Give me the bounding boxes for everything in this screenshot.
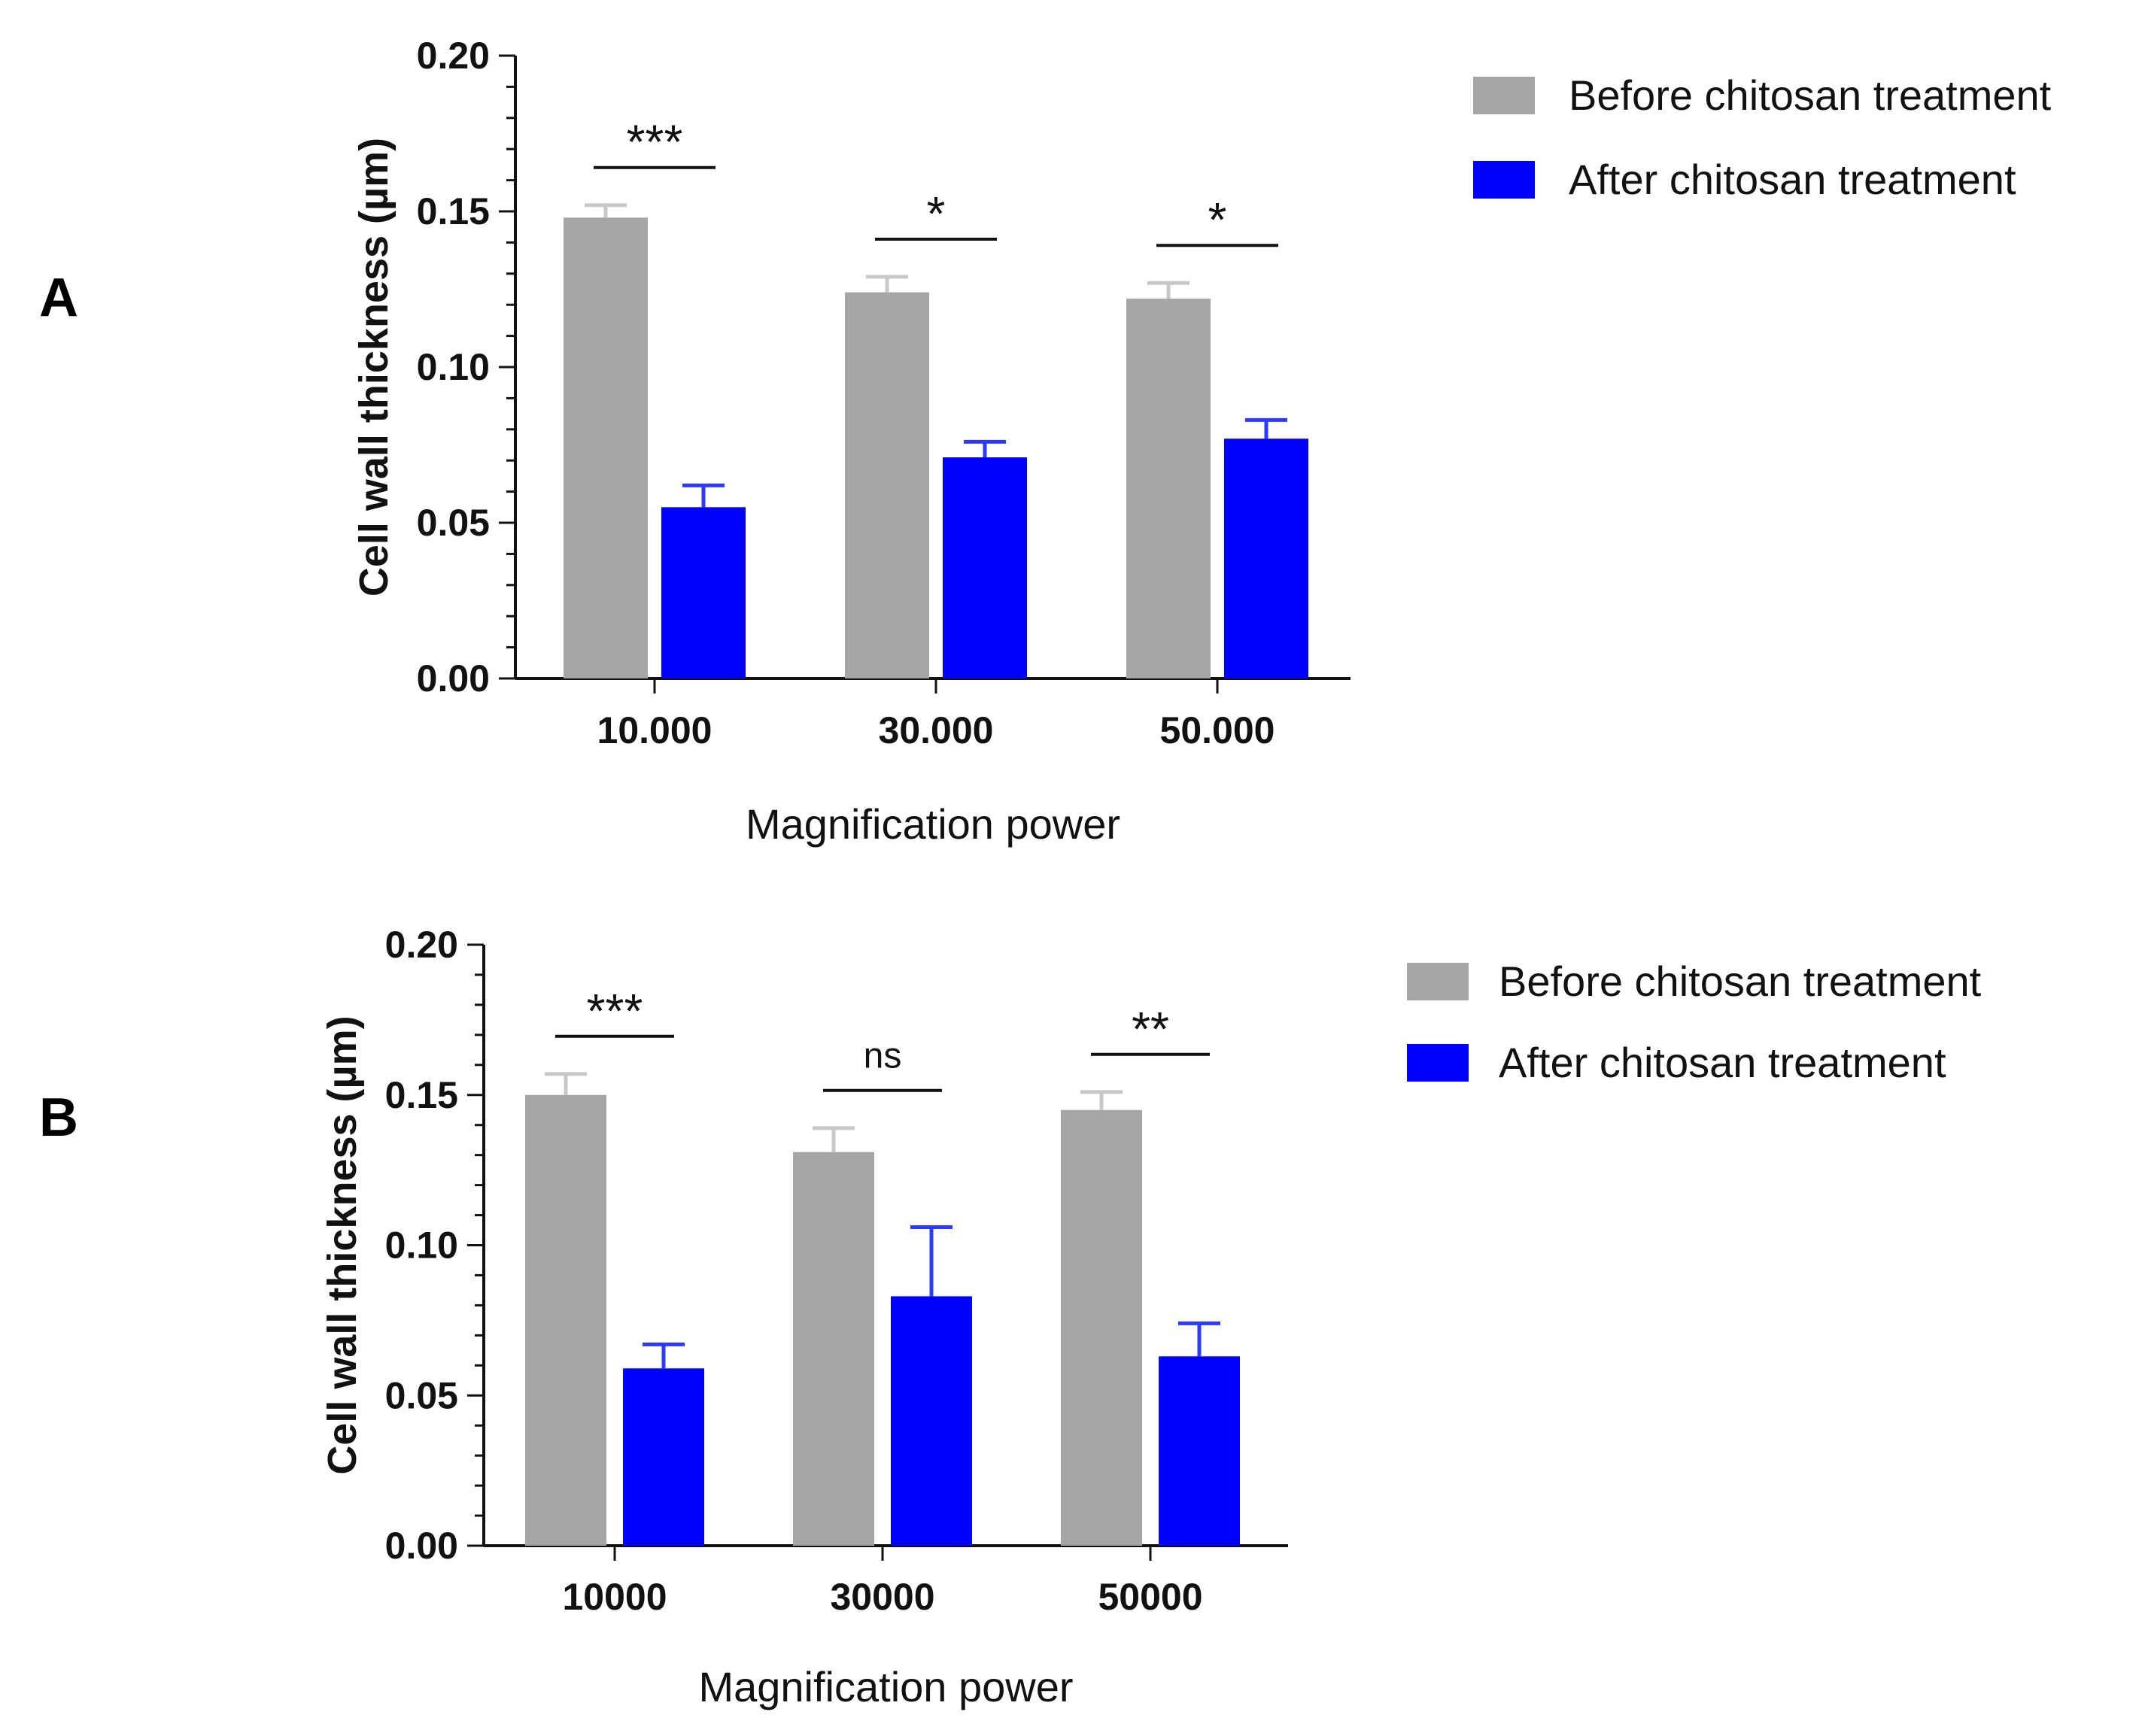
significance-label: *** bbox=[627, 115, 683, 169]
y-tick-label: 0.05 bbox=[417, 502, 490, 544]
bar-after bbox=[1224, 439, 1308, 678]
significance-label: *** bbox=[587, 984, 643, 1038]
y-tick-label: 0.00 bbox=[385, 1525, 458, 1567]
legend-swatch-before bbox=[1407, 963, 1469, 1000]
significance-label: ** bbox=[1132, 1002, 1169, 1056]
y-tick-label: 0.15 bbox=[417, 190, 490, 232]
x-axis-title: Magnification power bbox=[746, 800, 1120, 848]
panel-label: A bbox=[39, 268, 78, 328]
bar-after bbox=[891, 1296, 972, 1546]
x-tick-label: 30000 bbox=[830, 1576, 934, 1618]
x-axis-title: Magnification power bbox=[698, 1663, 1073, 1710]
y-tick-label: 0.10 bbox=[417, 346, 490, 388]
x-tick-label: 50.000 bbox=[1160, 709, 1275, 751]
significance-label: * bbox=[1208, 193, 1227, 247]
y-tick-label: 0.10 bbox=[385, 1225, 458, 1267]
bar-after bbox=[1159, 1356, 1240, 1546]
bar-after bbox=[661, 507, 746, 678]
bar-before bbox=[845, 292, 929, 678]
legend: Before chitosan treatment After chitosan … bbox=[1473, 71, 2052, 203]
x-tick-label: 10.000 bbox=[597, 709, 712, 751]
bar-before bbox=[1126, 298, 1211, 678]
legend-label: After chitosan treatment bbox=[1499, 1039, 1946, 1086]
bar-before bbox=[564, 217, 648, 678]
y-tick-label: 0.20 bbox=[385, 924, 458, 966]
y-axis-title: Cell wall thickness (µm) bbox=[320, 1015, 365, 1474]
y-tick-label: 0.05 bbox=[385, 1374, 458, 1416]
x-tick-label: 50000 bbox=[1098, 1576, 1202, 1618]
legend-swatch-after bbox=[1407, 1044, 1469, 1082]
y-tick-label: 0.20 bbox=[417, 35, 490, 77]
bar-before bbox=[525, 1094, 606, 1546]
legend-swatch-before bbox=[1473, 77, 1535, 114]
legend-swatch-after bbox=[1473, 161, 1535, 199]
legend-label: After chitosan treatment bbox=[1569, 156, 2016, 203]
y-tick-label: 0.00 bbox=[417, 657, 490, 700]
x-tick-label: 30.000 bbox=[879, 709, 994, 751]
panel-label: B bbox=[39, 1088, 78, 1148]
legend-label: Before chitosan treatment bbox=[1499, 958, 1982, 1005]
bar-after bbox=[623, 1368, 704, 1546]
x-tick-label: 10000 bbox=[562, 1576, 667, 1618]
bar-before bbox=[1061, 1109, 1142, 1546]
significance-label: * bbox=[927, 187, 946, 241]
significance-label: ns bbox=[864, 1036, 902, 1076]
bar-after bbox=[943, 457, 1027, 678]
y-tick-label: 0.15 bbox=[385, 1074, 458, 1116]
legend: Before chitosan treatment After chitosan … bbox=[1407, 958, 1982, 1086]
chart-panel-b: B 0.00 0.05 0.10 0.15 0.20 Cell wall thickness… bbox=[39, 924, 1982, 1710]
y-axis-title: Cell wall thickness (µm) bbox=[351, 138, 396, 596]
bar-before bbox=[793, 1152, 874, 1546]
chart-panel-a: A 0.00 0.05 0.10 0.15 0.20 Cell wall thickness… bbox=[39, 35, 2052, 848]
legend-label: Before chitosan treatment bbox=[1569, 71, 2052, 119]
